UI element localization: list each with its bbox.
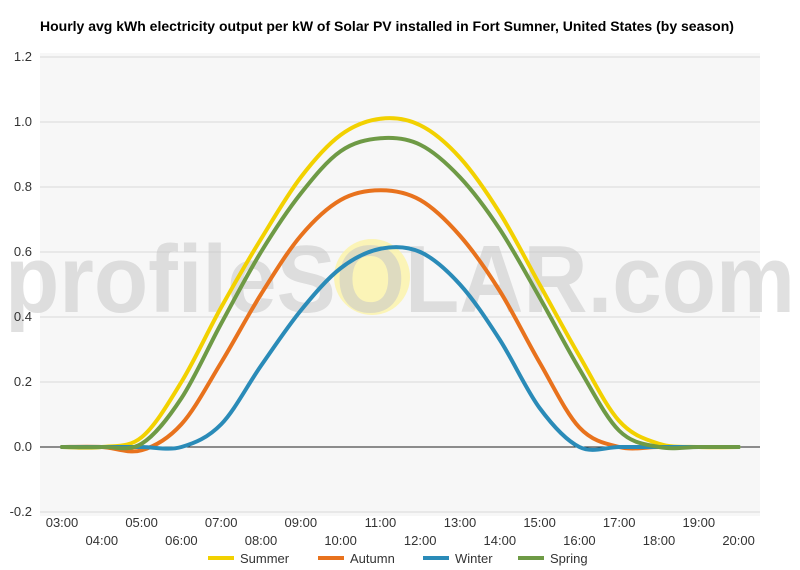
x-tick-label: 14:00 <box>484 533 517 548</box>
y-tick-label: 0.6 <box>14 244 32 259</box>
x-tick-label: 11:00 <box>365 515 397 530</box>
y-tick-label: 0.2 <box>14 374 32 389</box>
x-tick-label: 08:00 <box>245 533 278 548</box>
x-tick-label: 09:00 <box>285 515 318 530</box>
x-tick-label: 07:00 <box>205 515 238 530</box>
legend-label-autumn: Autumn <box>350 551 395 566</box>
grid <box>40 56 760 513</box>
x-tick-label: 20:00 <box>722 533 755 548</box>
watermark-text: profileSOLAR.com <box>5 226 795 333</box>
x-tick-label: 10:00 <box>324 533 357 548</box>
x-tick-label: 05:00 <box>125 515 158 530</box>
y-tick-label: -0.2 <box>10 504 32 519</box>
axes: 1.2 1.0 0.8 0.6 0.4 0.2 0.0 -0.2 03:00 04:00 05:00… <box>10 49 760 548</box>
legend-label-summer: Summer <box>240 551 290 566</box>
x-tick-label: 18:00 <box>643 533 676 548</box>
x-tick-label: 16:00 <box>563 533 596 548</box>
watermark: profileSOLAR.com <box>5 226 795 333</box>
series-line-winter <box>60 245 741 452</box>
y-tick-label: 0.4 <box>14 309 32 324</box>
x-tick-label: 06:00 <box>165 533 198 548</box>
x-tick-label: 04:00 <box>86 533 119 548</box>
x-tick-label: 12:00 <box>404 533 437 548</box>
y-tick-label: 1.0 <box>14 114 32 129</box>
y-tick-label: 0.0 <box>14 439 32 454</box>
x-tick-label: 15:00 <box>523 515 556 530</box>
legend-label-winter: Winter <box>455 551 493 566</box>
x-tick-label: 17:00 <box>603 515 636 530</box>
y-tick-label: 1.2 <box>14 49 32 64</box>
legend-label-spring: Spring <box>550 551 588 566</box>
x-tick-label: 13:00 <box>444 515 477 530</box>
x-tick-label: 19:00 <box>683 515 716 530</box>
series-line-spring <box>60 135 741 451</box>
series-line-summer <box>60 116 741 450</box>
x-tick-label: 03:00 <box>46 515 79 530</box>
series-lines <box>60 116 741 454</box>
chart-title: Hourly avg kWh electricity output per kW… <box>40 18 734 34</box>
y-tick-label: 0.8 <box>14 179 32 194</box>
legend: Summer Autumn Winter Spring <box>208 551 588 566</box>
